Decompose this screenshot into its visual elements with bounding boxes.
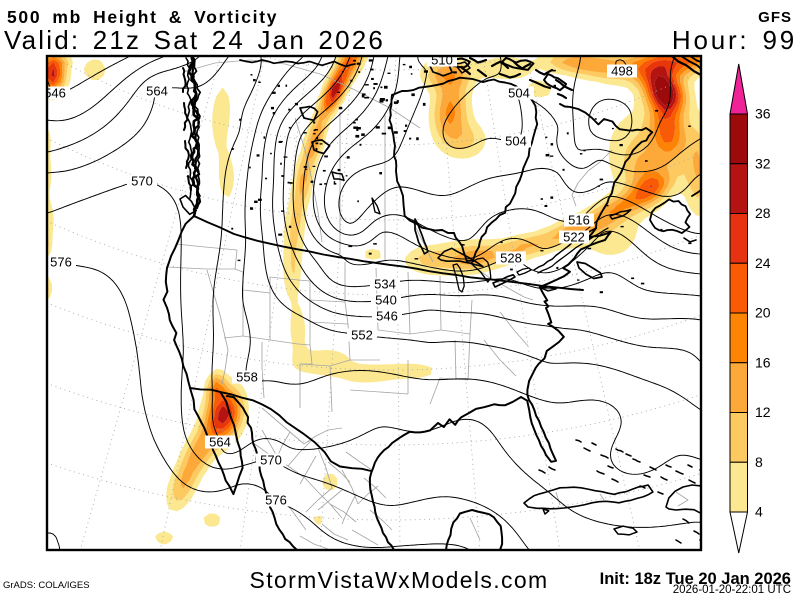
svg-text:32: 32 xyxy=(755,155,771,171)
svg-text:522: 522 xyxy=(563,230,585,245)
svg-text:500 mb Height & Vorticity: 500 mb Height & Vorticity xyxy=(7,7,278,27)
svg-text:546: 546 xyxy=(44,86,66,101)
svg-text:510: 510 xyxy=(431,53,453,68)
svg-text:504: 504 xyxy=(508,86,530,101)
svg-text:12: 12 xyxy=(755,404,771,420)
svg-text:570: 570 xyxy=(260,453,282,468)
svg-text:StormVistaWxModels.com: StormVistaWxModels.com xyxy=(250,567,549,593)
svg-text:8: 8 xyxy=(755,454,763,470)
svg-text:4: 4 xyxy=(755,504,763,520)
svg-text:Valid: 21z Sat 24 Jan 2026: Valid: 21z Sat 24 Jan 2026 xyxy=(4,25,385,55)
svg-text:552: 552 xyxy=(351,328,373,343)
svg-text:504: 504 xyxy=(505,134,527,149)
svg-text:528: 528 xyxy=(500,251,522,266)
svg-text:16: 16 xyxy=(755,354,771,370)
svg-text:534: 534 xyxy=(374,277,396,292)
svg-text:Init: 18z Tue 20 Jan 2026: Init: 18z Tue 20 Jan 2026 xyxy=(600,570,791,588)
svg-text:570: 570 xyxy=(131,174,153,189)
svg-text:576: 576 xyxy=(265,493,287,508)
svg-text:GrADS: COLA/IGES: GrADS: COLA/IGES xyxy=(3,580,90,591)
svg-text:558: 558 xyxy=(236,370,258,385)
svg-text:24: 24 xyxy=(755,255,771,271)
svg-text:28: 28 xyxy=(755,205,771,221)
svg-text:498: 498 xyxy=(611,64,633,79)
svg-text:Hour: 99: Hour: 99 xyxy=(672,25,797,55)
svg-text:564: 564 xyxy=(146,84,168,99)
svg-text:2026-01-20-22:01 UTC: 2026-01-20-22:01 UTC xyxy=(673,584,791,596)
svg-text:20: 20 xyxy=(755,305,771,321)
svg-text:564: 564 xyxy=(209,435,231,450)
svg-text:576: 576 xyxy=(50,255,72,270)
svg-text:36: 36 xyxy=(755,106,771,122)
svg-text:516: 516 xyxy=(568,213,590,228)
svg-text:GFS: GFS xyxy=(758,9,792,26)
svg-text:540: 540 xyxy=(375,293,397,308)
svg-text:546: 546 xyxy=(376,309,398,324)
